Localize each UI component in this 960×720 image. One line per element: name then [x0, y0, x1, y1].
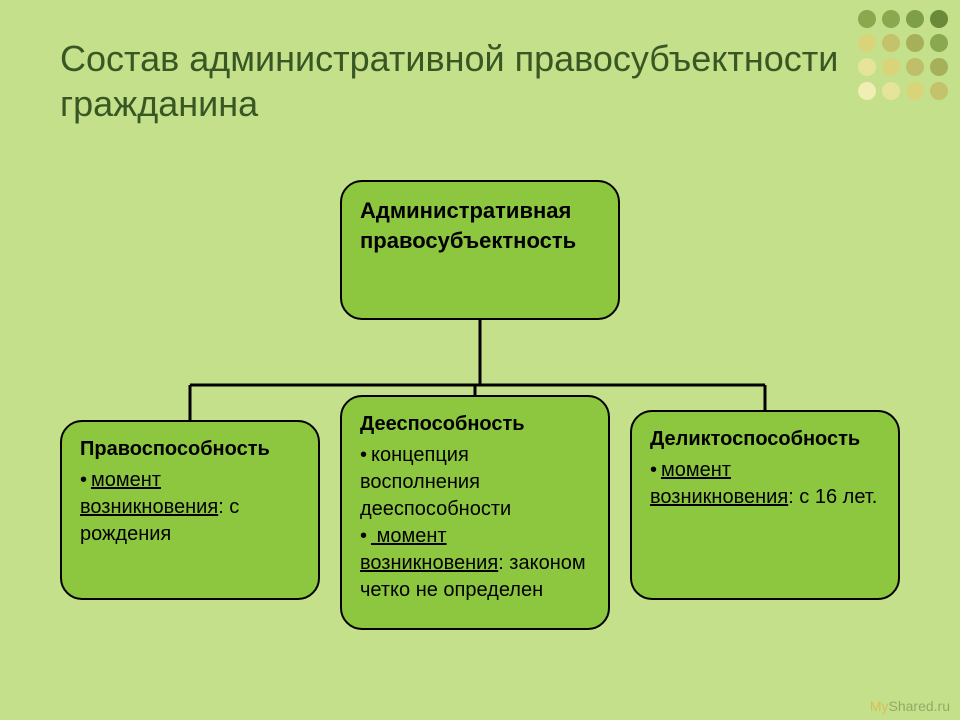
decorative-dot — [906, 34, 924, 52]
watermark: MyShared.ru — [870, 698, 950, 714]
node-title: Деликтоспособность — [650, 426, 880, 453]
decorative-dot — [930, 10, 948, 28]
node-bullet: момент возникновения: законом четко не о… — [360, 523, 590, 604]
node-title: Административная правосубъектность — [360, 196, 600, 255]
decorative-dot — [882, 10, 900, 28]
decorative-dot — [882, 82, 900, 100]
decorative-dot — [882, 34, 900, 52]
child-node: Деликтоспособность момент возникновения: … — [630, 410, 900, 600]
child-node: Правоспособность момент возникновения: с … — [60, 420, 320, 600]
hierarchy-diagram: Административная правосубъектность Правос… — [60, 170, 900, 670]
node-title: Дееспособность — [360, 411, 590, 438]
decorative-dot — [906, 58, 924, 76]
slide-title: Состав административной правосубъектност… — [60, 36, 960, 126]
node-bullets: концепция восполнения дееспособности мом… — [360, 442, 590, 604]
node-bullet: момент возникновения: с рождения — [80, 467, 300, 548]
decorative-dot — [906, 82, 924, 100]
decorative-dot — [858, 58, 876, 76]
decorative-dot-grid — [858, 10, 948, 100]
root-node: Административная правосубъектность — [340, 180, 620, 320]
node-title: Правоспособность — [80, 436, 300, 463]
decorative-dot — [858, 82, 876, 100]
decorative-dot — [930, 34, 948, 52]
decorative-dot — [906, 10, 924, 28]
node-bullet: концепция восполнения дееспособности — [360, 442, 590, 523]
decorative-dot — [930, 58, 948, 76]
decorative-dot — [930, 82, 948, 100]
node-bullets: момент возникновения: с 16 лет. — [650, 457, 880, 511]
node-bullets: момент возникновения: с рождения — [80, 467, 300, 548]
decorative-dot — [858, 10, 876, 28]
watermark-rest: Shared.ru — [889, 698, 950, 714]
watermark-prefix: My — [870, 698, 889, 714]
child-node: Дееспособность концепция восполнения деес… — [340, 395, 610, 630]
decorative-dot — [858, 34, 876, 52]
decorative-dot — [882, 58, 900, 76]
node-bullet: момент возникновения: с 16 лет. — [650, 457, 880, 511]
